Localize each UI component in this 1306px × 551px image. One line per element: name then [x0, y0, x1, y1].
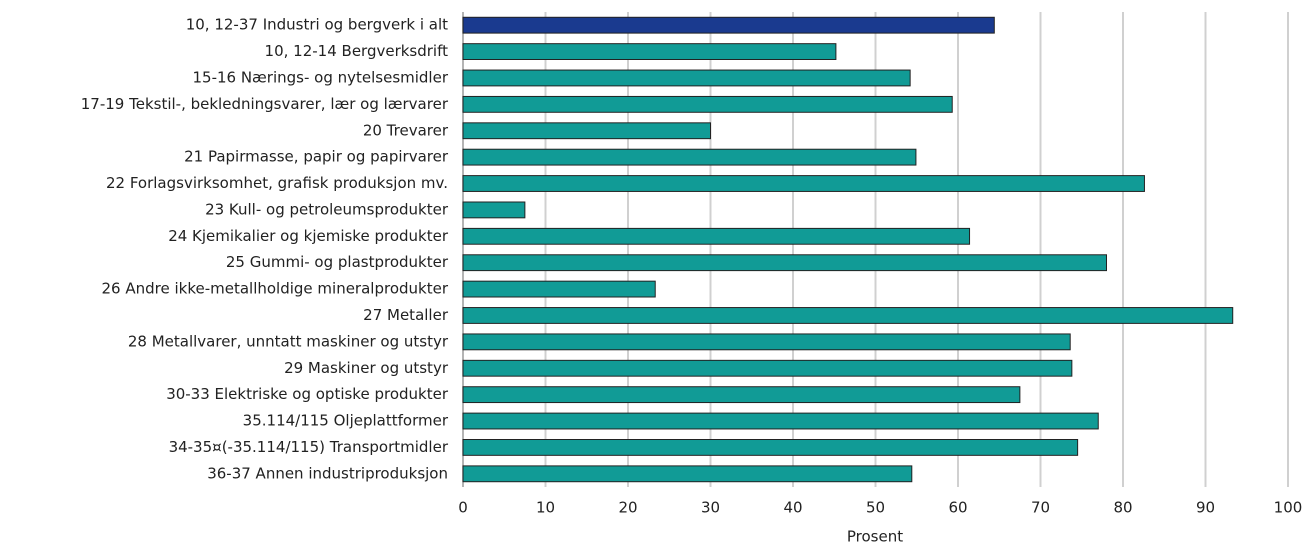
bar — [462, 69, 911, 87]
x-tick-label: 30 — [701, 499, 720, 517]
y-tick-label: 28 Metallvarer, unntatt maskiner og utst… — [128, 332, 449, 350]
x-tick-label: 50 — [866, 499, 885, 517]
y-tick-label: 15-16 Nærings- og nytelsesmidler — [192, 68, 448, 86]
bar — [462, 148, 917, 166]
bar — [462, 43, 837, 61]
x-tick-label: 40 — [783, 499, 802, 517]
y-tick-label: 26 Andre ikke-metallholdige mineralprodu… — [101, 280, 448, 298]
x-tick-label: 100 — [1274, 499, 1303, 517]
bar — [462, 412, 1099, 430]
bar — [462, 227, 971, 245]
y-tick-label: 36-37 Annen industriproduksjon — [207, 464, 448, 482]
bar — [462, 175, 1145, 192]
y-tick-label: 25 Gummi- og plastprodukter — [226, 253, 449, 271]
bar — [462, 439, 1079, 456]
x-tick-label: 60 — [948, 499, 967, 517]
y-tick-label: 30-33 Elektriske og optiske produkter — [166, 385, 449, 403]
x-tick-label: 20 — [618, 499, 637, 517]
y-tick-label: 21 Papirmasse, papir og papirvarer — [184, 148, 449, 166]
bar — [462, 465, 913, 483]
y-tick-label: 27 Metaller — [363, 306, 449, 324]
bar — [462, 386, 1021, 404]
y-tick-label: 10, 12-37 Industri og bergverk i alt — [186, 16, 448, 34]
y-tick-label: 22 Forlagsvirksomhet, grafisk produksjon… — [106, 174, 448, 192]
bar — [462, 359, 1073, 377]
x-tick-label: 90 — [1196, 499, 1215, 517]
y-tick-label: 17-19 Tekstil-, bekledningsvarer, lær og… — [81, 95, 449, 113]
x-tick-label: 0 — [458, 499, 468, 517]
bar — [462, 333, 1071, 351]
bar — [462, 122, 711, 140]
bar — [462, 95, 953, 113]
x-tick-label: 10 — [536, 499, 555, 517]
x-tick-label: 80 — [1113, 499, 1132, 517]
y-tick-label: 23 Kull- og petroleumsprodukter — [205, 200, 449, 218]
x-axis-label: Prosent — [847, 528, 903, 546]
y-tick-label: 10, 12-14 Bergverksdrift — [265, 42, 449, 60]
y-tick-label: 24 Kjemikalier og kjemiske produkter — [168, 227, 449, 245]
bar — [462, 280, 656, 298]
bar — [462, 254, 1107, 272]
y-tick-label: 20 Trevarer — [363, 121, 449, 139]
x-tick-label: 70 — [1031, 499, 1050, 517]
y-tick-label: 29 Maskiner og utstyr — [284, 359, 449, 377]
bar — [462, 201, 526, 219]
bar — [462, 307, 1234, 324]
y-tick-label: 34-35¤(-35.114/115) Transportmidler — [169, 438, 449, 456]
y-tick-label: 35.114/115 Oljeplattformer — [243, 412, 449, 430]
bar — [462, 16, 995, 34]
